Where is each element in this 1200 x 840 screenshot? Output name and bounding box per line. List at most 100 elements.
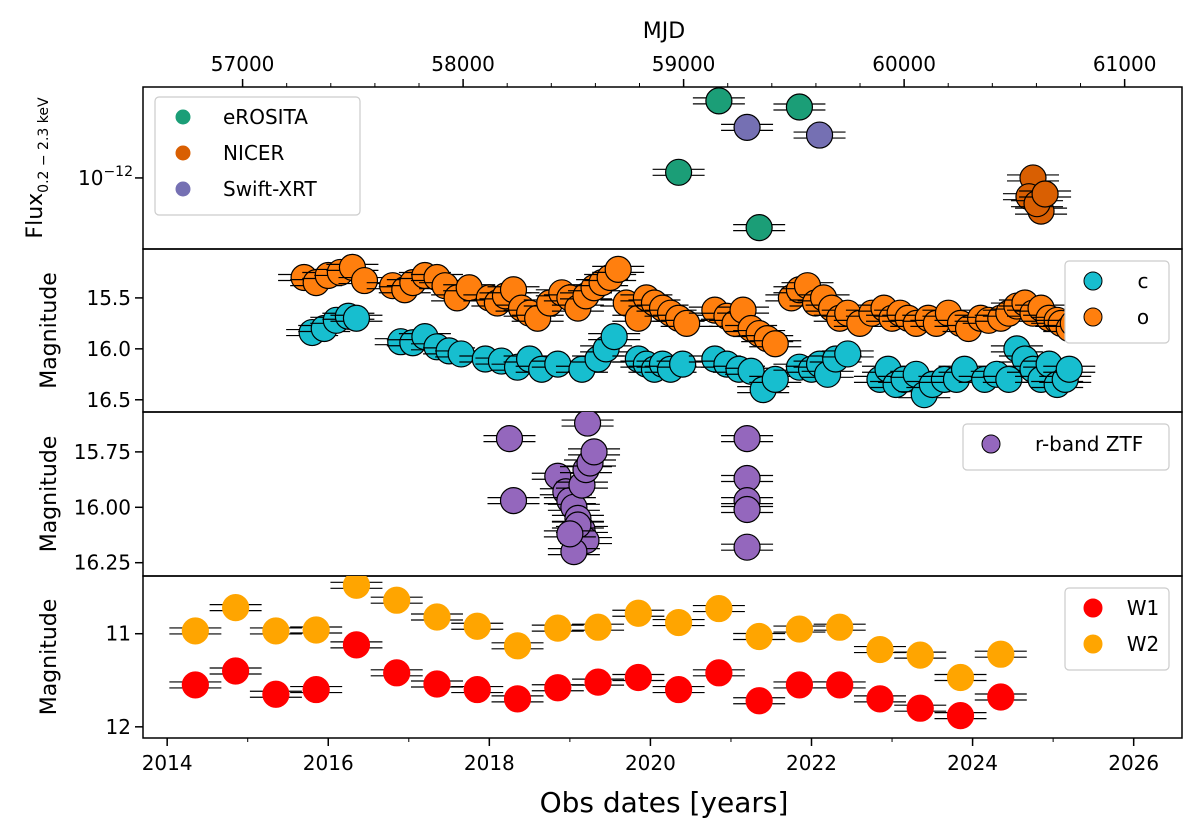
- legend-label: W2: [1127, 632, 1160, 656]
- data-point: [463, 675, 491, 704]
- series-layer: [483, 412, 774, 566]
- data-point: [834, 340, 862, 368]
- mjd-tick-label: 60000: [872, 52, 936, 76]
- data-point: [906, 641, 934, 669]
- series-c: [286, 302, 1096, 409]
- x-tick-label: 2026: [1108, 751, 1159, 775]
- panel-wise: 11 12 Magnitude W1 W2: [37, 575, 1183, 739]
- y-tick-label: 15.5: [86, 286, 131, 310]
- y-tick-label: 11: [106, 622, 131, 646]
- data-point: [733, 424, 761, 453]
- data-point: [222, 594, 250, 622]
- data-point: [604, 255, 632, 283]
- data-point: [866, 635, 894, 664]
- series-w1: [169, 631, 1027, 730]
- series-layer: [169, 576, 1027, 730]
- y-tick-label: 16.5: [86, 388, 131, 412]
- legend-label: W1: [1127, 596, 1160, 620]
- data-point: [342, 576, 371, 599]
- x-tick-label: 2022: [786, 751, 837, 775]
- x-tick-label: 2014: [142, 751, 193, 775]
- data-point: [665, 675, 693, 704]
- data-point: [1031, 180, 1059, 208]
- data-point: [733, 495, 761, 524]
- data-point: [826, 613, 854, 641]
- panel-atlas: 15.5 16.0 16.5 Magnitude co: [37, 248, 1183, 413]
- y-axis-label: Magnitude: [37, 436, 62, 553]
- legend-marker: [175, 181, 191, 197]
- data-point: [624, 663, 652, 692]
- data-point: [669, 350, 697, 378]
- legend: r-band ZTF: [962, 423, 1170, 471]
- legend-marker: [1083, 598, 1103, 618]
- legend-label: r-band ZTF: [1035, 432, 1143, 456]
- legend-frame: [154, 96, 361, 216]
- data-point: [866, 685, 894, 713]
- legend-marker: [175, 145, 191, 161]
- panel-xray: 10−12 Flux0.2 − 2.3 keV eROSITA NICER Swift-…: [23, 86, 1183, 250]
- y-tick-label: 15.75: [74, 440, 131, 464]
- mjd-tick-label: 59000: [652, 52, 716, 76]
- data-point: [423, 670, 451, 698]
- data-point: [761, 365, 789, 393]
- top-axis-label: MJD: [643, 19, 685, 44]
- y-tick-label: 16.0: [86, 337, 131, 361]
- data-point: [987, 683, 1015, 711]
- legend-frame: [962, 423, 1170, 471]
- data-point: [733, 533, 761, 561]
- data-point: [705, 594, 733, 623]
- data-point: [181, 617, 209, 645]
- y-tick-label: 10−12: [78, 164, 133, 190]
- legend: W1 W2: [1064, 587, 1170, 671]
- x-tick-label: 2018: [464, 751, 515, 775]
- data-point: [946, 663, 975, 692]
- data-point: [906, 694, 934, 722]
- data-point: [222, 657, 250, 685]
- y-tick-label: 16.00: [74, 495, 131, 519]
- data-point: [745, 214, 773, 242]
- legend-label: c: [1138, 269, 1149, 293]
- data-point: [785, 671, 814, 699]
- data-point: [350, 266, 379, 295]
- data-point: [705, 87, 733, 115]
- data-point: [262, 617, 290, 645]
- data-point: [584, 668, 612, 696]
- data-point: [262, 680, 290, 708]
- legend-marker: [981, 434, 1001, 454]
- data-point: [495, 424, 524, 453]
- legend-marker: [1083, 271, 1103, 291]
- y-axis-label: Magnitude: [37, 599, 62, 716]
- data-point: [447, 340, 475, 368]
- data-point: [342, 304, 371, 332]
- data-point: [761, 330, 789, 358]
- data-point: [544, 350, 572, 378]
- legend-label: o: [1137, 305, 1149, 329]
- legend: co: [1064, 260, 1170, 344]
- series-swift-xrt: [721, 113, 846, 149]
- series-r-band-ztf: [483, 412, 774, 566]
- series-layer: [652, 87, 1072, 242]
- x-tick-label: 2020: [625, 751, 676, 775]
- data-point: [573, 412, 602, 437]
- data-point: [383, 586, 411, 614]
- series-nicer: [1002, 164, 1072, 225]
- bottom-axis-label: Obs dates [years]: [540, 786, 789, 819]
- data-point: [302, 675, 330, 704]
- series-w2: [169, 576, 1027, 692]
- data-point: [383, 659, 411, 687]
- data-point: [423, 603, 451, 631]
- y-axis-label: Flux0.2 − 2.3 keV: [23, 97, 52, 239]
- data-point: [673, 309, 701, 337]
- legend-label: NICER: [223, 141, 284, 165]
- data-point: [624, 599, 652, 627]
- data-point: [580, 438, 608, 466]
- data-point: [665, 158, 693, 186]
- data-point: [785, 93, 814, 121]
- data-point: [733, 113, 761, 141]
- mjd-tick-label: 57000: [211, 52, 275, 76]
- legend-marker: [1083, 634, 1103, 654]
- data-point: [946, 702, 975, 730]
- data-point: [302, 616, 330, 644]
- data-point: [556, 520, 584, 548]
